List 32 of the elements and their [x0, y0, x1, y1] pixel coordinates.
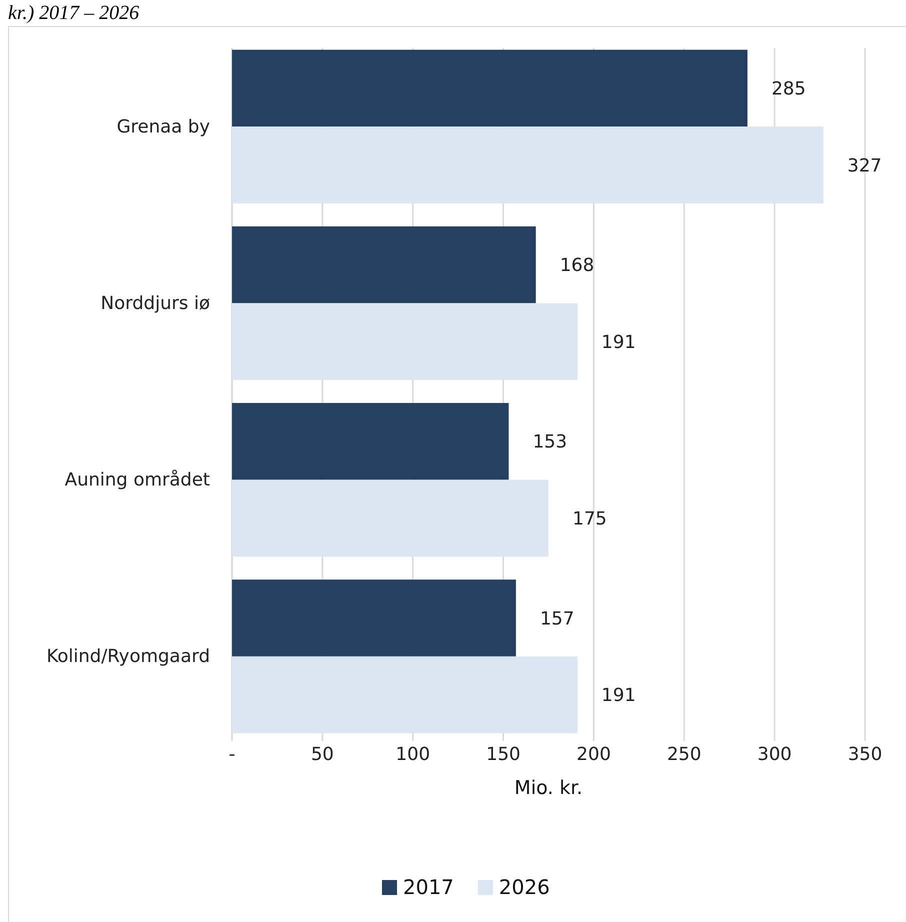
bar [232, 126, 824, 204]
y-tick-label: Norddjurs iø [100, 292, 210, 314]
y-tick-label: Kolind/Ryomgaard [46, 646, 210, 668]
x-axis-title: Mio. kr. [514, 777, 583, 799]
data-label: 327 [847, 155, 882, 176]
bar [232, 402, 509, 480]
x-tick-label: 150 [486, 744, 520, 765]
y-tick-label: Auning området [64, 470, 210, 491]
x-tick-label: 50 [310, 744, 334, 765]
bar [232, 303, 578, 380]
x-tick-label: - [228, 744, 236, 765]
x-tick-label: 300 [757, 744, 792, 765]
bar [232, 226, 536, 304]
x-tick-label: 250 [666, 744, 702, 765]
chart-title: kr.) 2017 – 2026 [8, 2, 140, 24]
data-label: 191 [601, 332, 636, 353]
data-label: 157 [540, 608, 574, 630]
data-label: 191 [601, 685, 636, 706]
data-label: 168 [560, 255, 594, 276]
x-tick-label: 100 [396, 744, 430, 765]
x-tick-label: 350 [848, 744, 882, 765]
y-tick-label: Grenaa by [116, 116, 210, 138]
bar [232, 50, 748, 127]
bar [232, 580, 516, 656]
x-tick-label: 200 [576, 744, 611, 765]
data-label: 175 [572, 508, 607, 530]
bar [232, 480, 548, 557]
data-label: 153 [532, 432, 568, 453]
legend-label: 2026 [498, 875, 550, 899]
data-label: 285 [771, 78, 806, 100]
legend-label: 2017 [403, 875, 454, 899]
bar [232, 656, 578, 734]
